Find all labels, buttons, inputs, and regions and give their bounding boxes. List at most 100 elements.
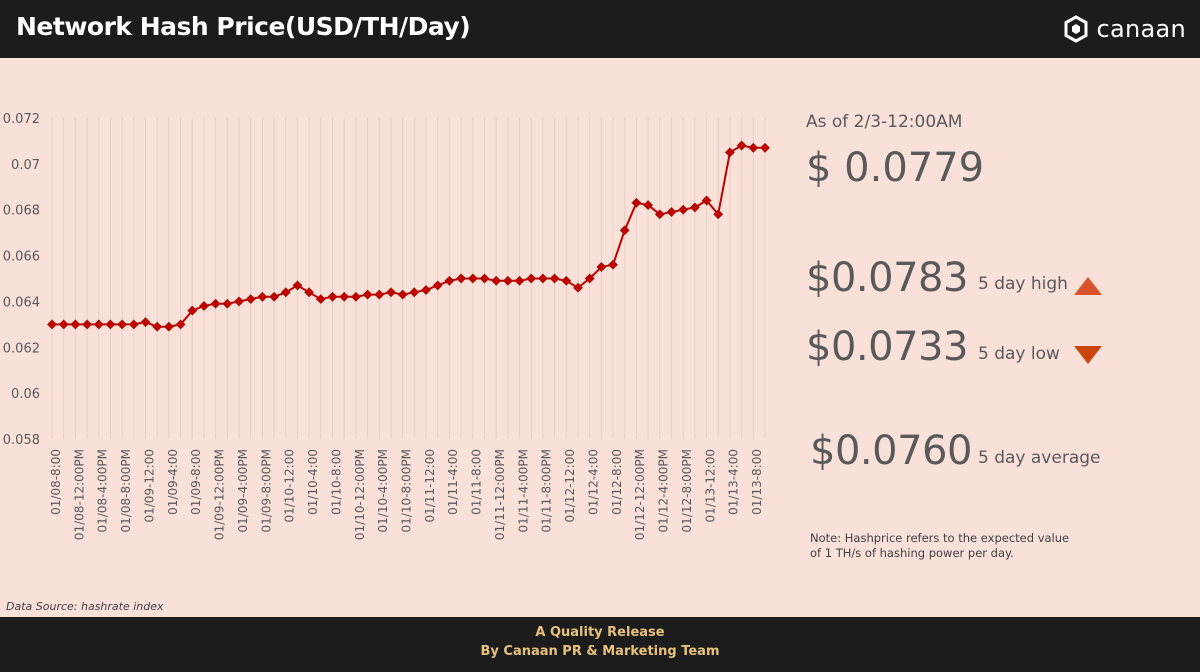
x-tick-label: 01/10-8:00	[329, 449, 343, 515]
data-point-marker	[58, 319, 69, 330]
data-point-marker	[643, 200, 654, 211]
data-point-marker	[327, 291, 338, 302]
x-tick-label: 01/12-8:00PM	[680, 449, 694, 532]
y-tick-label: 0.064	[3, 295, 40, 310]
five-day-low-value: $0.0733	[806, 324, 968, 370]
data-point-marker	[584, 273, 595, 284]
data-point-marker	[526, 273, 537, 284]
x-tick-label: 01/11-4:00	[446, 449, 460, 515]
x-tick-label: 01/12-4:00PM	[657, 449, 671, 532]
data-point-marker	[386, 287, 396, 298]
x-tick-label: 01/10-12:00	[283, 449, 297, 523]
x-tick-label: 01/13-8:00	[750, 449, 764, 515]
x-tick-label: 01/13-12:00	[703, 449, 717, 523]
data-point-marker	[362, 289, 373, 300]
triangle-down-icon	[1074, 346, 1102, 364]
data-point-marker	[234, 296, 244, 307]
data-point-marker	[537, 273, 548, 284]
data-point-marker	[760, 142, 770, 153]
data-point-marker	[561, 275, 572, 286]
data-point-marker	[444, 275, 455, 286]
x-tick-label: 01/11-12:00	[423, 449, 437, 523]
data-point-marker	[280, 287, 291, 298]
data-point-marker	[421, 285, 431, 295]
data-point-marker	[724, 147, 735, 158]
x-tick-label: 01/09-8:00	[189, 449, 203, 515]
current-hashprice: $ 0.0779	[806, 145, 985, 191]
data-point-marker	[701, 195, 712, 206]
x-tick-label: 01/08-4:00PM	[96, 449, 110, 532]
x-tick-label: 01/12-4:00	[586, 449, 600, 515]
x-tick-label: 01/11-4:00PM	[516, 449, 530, 532]
y-tick-label: 0.068	[3, 204, 40, 219]
data-point-marker	[514, 275, 525, 286]
x-tick-label: 01/12-12:00PM	[633, 449, 647, 540]
header-bar: Network Hash Price(USD/TH/Day) canaan	[0, 0, 1200, 58]
data-point-marker	[689, 202, 700, 213]
hashprice-series-markers	[47, 140, 770, 332]
data-point-marker	[409, 287, 420, 298]
data-point-marker	[467, 273, 478, 284]
data-point-marker	[479, 273, 490, 284]
data-point-marker	[549, 273, 560, 284]
data-point-marker	[117, 319, 128, 330]
logo-text: canaan	[1096, 15, 1186, 43]
data-point-marker	[199, 301, 209, 311]
y-tick-label: 0.066	[3, 250, 40, 265]
logo: canaan	[1063, 13, 1186, 45]
y-tick-label: 0.062	[3, 341, 40, 356]
data-point-marker	[292, 280, 303, 291]
data-point-marker	[269, 291, 280, 302]
five-day-low-label: 5 day low	[978, 344, 1060, 364]
data-point-marker	[456, 273, 467, 284]
x-tick-label: 01/09-4:00	[166, 449, 180, 515]
five-day-high-value: $0.0783	[806, 255, 968, 301]
x-tick-label: 01/11-12:00PM	[493, 449, 507, 540]
x-tick-label: 01/09-4:00PM	[236, 449, 250, 532]
footer-line-1: A Quality Release	[535, 625, 665, 640]
data-source: Data Source: hashrate index	[6, 600, 164, 613]
canaan-hexagon-icon	[1064, 15, 1088, 43]
data-point-marker	[736, 140, 747, 151]
data-point-marker	[82, 319, 93, 330]
data-point-marker	[152, 321, 163, 332]
data-point-marker	[245, 294, 256, 305]
data-point-marker	[608, 259, 618, 270]
data-point-marker	[491, 275, 502, 286]
hashprice-series-line	[52, 144, 765, 328]
x-tick-label: 01/13-4:00	[727, 449, 741, 515]
data-point-marker	[432, 280, 443, 291]
footer-line-2: By Canaan PR & Marketing Team	[480, 644, 720, 659]
data-point-marker	[619, 225, 630, 236]
x-tick-label: 01/08-8:00PM	[119, 449, 133, 532]
x-tick-label: 01/12-12:00	[563, 449, 577, 523]
data-point-marker	[573, 282, 583, 293]
x-tick-label: 01/08-8:00	[49, 449, 63, 515]
as-of-timestamp: As of 2/3-12:00AM	[806, 112, 963, 132]
y-axis-tick-labels: 0.058 0.06 0.062 0.064 0.066 0.068 0.07 0.072	[3, 112, 40, 448]
data-point-marker	[631, 197, 642, 208]
data-point-marker	[70, 319, 81, 330]
five-day-average-label: 5 day average	[978, 448, 1101, 468]
footer-bar: A Quality Release By Canaan PR & Marketi…	[0, 617, 1200, 672]
data-point-marker	[654, 209, 665, 220]
data-point-marker	[713, 209, 724, 220]
data-point-marker	[350, 291, 361, 302]
data-point-marker	[374, 289, 385, 300]
chart-gridlines	[51, 118, 766, 439]
data-point-marker	[596, 262, 607, 272]
x-tick-label: 01/10-8:00PM	[400, 449, 414, 532]
data-point-marker	[128, 319, 139, 330]
data-point-marker	[163, 321, 174, 332]
data-point-marker	[678, 204, 689, 215]
x-tick-label: 01/11-8:00	[470, 449, 484, 515]
data-point-marker	[257, 291, 268, 302]
data-point-marker	[748, 142, 759, 153]
page-title: Network Hash Price(USD/TH/Day)	[16, 12, 471, 41]
data-point-marker	[187, 305, 198, 316]
data-point-marker	[47, 319, 57, 330]
data-point-marker	[210, 298, 221, 309]
x-tick-label: 01/12-8:00	[610, 449, 624, 515]
y-tick-label: 0.072	[3, 112, 40, 127]
x-tick-label: 01/11-8:00PM	[540, 449, 554, 532]
